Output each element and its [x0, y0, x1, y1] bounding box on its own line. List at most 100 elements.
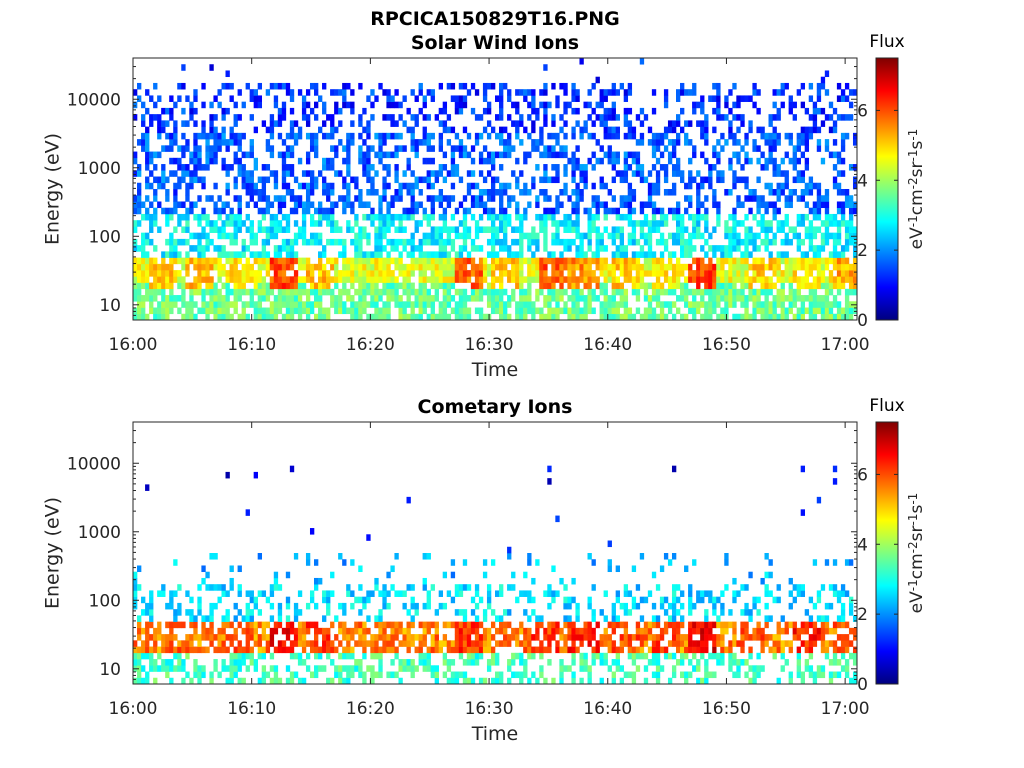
- heatmap-cell: [611, 89, 616, 96]
- heatmap-cell: [193, 665, 198, 672]
- heatmap-cell: [535, 213, 540, 221]
- heatmap-cell: [386, 263, 391, 271]
- heatmap-cell: [257, 207, 263, 215]
- heatmap-cell: [241, 245, 246, 252]
- heatmap-cell: [716, 295, 721, 302]
- heatmap-cell: [607, 107, 612, 115]
- heatmap-cell: [205, 245, 210, 252]
- heatmap-cell: [828, 101, 834, 109]
- heatmap-cell: [362, 301, 367, 308]
- heatmap-cell: [213, 245, 218, 252]
- heatmap-cell: [422, 640, 427, 647]
- heatmap-cell: [603, 288, 608, 296]
- heatmap-cell: [241, 182, 246, 190]
- heatmap-cell: [663, 301, 669, 308]
- heatmap-cell: [358, 634, 363, 641]
- heatmap-cell: [591, 609, 596, 616]
- heatmap-cell: [832, 276, 838, 283]
- heatmap-cell: [708, 307, 713, 315]
- heatmap-cell: [587, 89, 592, 96]
- heatmap-cell: [197, 195, 202, 202]
- heatmap-cell: [342, 95, 347, 102]
- heatmap-cell: [583, 164, 588, 171]
- heatmap-cell: [639, 220, 645, 227]
- heatmap-cell: [221, 634, 226, 641]
- heatmap-cell: [499, 213, 504, 221]
- heatmap-cell: [189, 182, 194, 190]
- heatmap-cell: [523, 671, 528, 679]
- heatmap-cell: [370, 288, 375, 296]
- heatmap-cell: [442, 659, 448, 666]
- heatmap-cell: [438, 590, 444, 597]
- heatmap-cell: [575, 615, 580, 622]
- heatmap-cell: [792, 295, 797, 302]
- heatmap-cell: [233, 257, 238, 265]
- heatmap-cell: [301, 238, 307, 246]
- heatmap-cell: [535, 114, 540, 121]
- heatmap-cell: [173, 615, 178, 622]
- heatmap-cell: [245, 276, 250, 283]
- heatmap-cell: [406, 182, 411, 190]
- heatmap-cell: [245, 640, 250, 647]
- heatmap-cell: [643, 220, 649, 227]
- heatmap-cell: [828, 282, 834, 290]
- heatmap-cell: [688, 307, 693, 315]
- heatmap-cell: [519, 627, 524, 635]
- heatmap-cell: [133, 577, 138, 585]
- heatmap-cell: [495, 95, 500, 102]
- heatmap-cell: [519, 114, 524, 121]
- heatmap-cell: [700, 301, 705, 308]
- heatmap-cell: [334, 307, 339, 315]
- heatmap-cell: [458, 640, 464, 647]
- heatmap-cell: [289, 145, 295, 152]
- heatmap-cell: [647, 659, 653, 666]
- heatmap-cell: [486, 101, 492, 109]
- heatmap-cell: [326, 164, 331, 171]
- heatmap-cell: [414, 301, 419, 308]
- heatmap-cell: [555, 313, 560, 321]
- heatmap-cell: [547, 251, 552, 258]
- heatmap-cell: [659, 164, 665, 171]
- heatmap-cell: [378, 232, 383, 240]
- heatmap-cell: [643, 257, 649, 265]
- heatmap-cell: [571, 257, 576, 265]
- heatmap-cell: [808, 82, 814, 90]
- heatmap-cell: [499, 295, 504, 302]
- heatmap-cell: [422, 627, 427, 635]
- heatmap-cell: [684, 301, 689, 308]
- heatmap-cell: [535, 145, 540, 152]
- heatmap-cell: [800, 126, 806, 134]
- heatmap-cell: [848, 282, 854, 290]
- heatmap-cell: [305, 652, 311, 660]
- heatmap-cell: [426, 251, 431, 258]
- heatmap-cell: [607, 559, 612, 566]
- heatmap-cell: [277, 270, 283, 277]
- heatmap-cell: [667, 257, 673, 265]
- heatmap-cell: [185, 226, 190, 233]
- heatmap-cell: [507, 201, 512, 209]
- heatmap-cell: [374, 213, 379, 221]
- heatmap-cell: [615, 646, 620, 654]
- heatmap-cell: [587, 263, 592, 271]
- heatmap-cell: [338, 621, 343, 629]
- heatmap-cell: [350, 257, 355, 265]
- heatmap-cell: [165, 145, 170, 152]
- heatmap-cell: [434, 621, 439, 629]
- heatmap-cell: [478, 634, 484, 641]
- heatmap-cell: [844, 245, 850, 252]
- heatmap-cell: [667, 276, 673, 283]
- heatmap-cell: [233, 232, 238, 240]
- heatmap-cell: [688, 201, 693, 209]
- heatmap-cell: [772, 126, 777, 134]
- heatmap-cell: [141, 307, 146, 315]
- heatmap-cell: [764, 157, 769, 165]
- heatmap-cell: [458, 251, 464, 258]
- heatmap-cell: [503, 126, 508, 134]
- heatmap-cell: [450, 677, 456, 685]
- heatmap-cell: [454, 132, 460, 140]
- heatmap-cell: [684, 251, 689, 258]
- heatmap-cell: [309, 646, 315, 654]
- heatmap-cell: [756, 263, 761, 271]
- heatmap-cell: [555, 101, 560, 109]
- heatmap-cell: [724, 288, 729, 296]
